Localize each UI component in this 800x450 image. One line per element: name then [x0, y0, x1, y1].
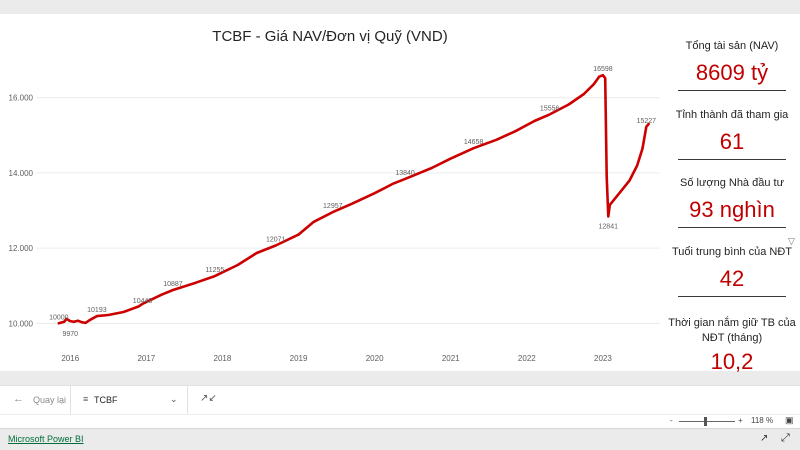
kpi-holding-time[interactable]: Thời gian nắm giữ TB của NĐT (tháng) 10,… — [668, 316, 796, 375]
kpi-label: Tuổi trung bình của NĐT — [671, 246, 793, 258]
back-label: Quay lại — [33, 395, 67, 405]
powerbi-link[interactable]: Microsoft Power BI — [8, 434, 84, 444]
zoom-in-button[interactable]: + — [738, 416, 743, 425]
fullscreen-icon[interactable]: ⤢ — [781, 432, 790, 444]
kpi-value: 93 nghìn — [689, 197, 775, 222]
left-arrow-icon: ← — [13, 393, 24, 405]
kpi-divider — [678, 90, 786, 91]
kpi-label: Thời gian nắm giữ TB của NĐT (tháng) — [668, 317, 796, 344]
kpi-label: Số lượng Nhà đầu tư — [680, 177, 784, 189]
nav-line-chart[interactable]: 10.000 12.000 14.000 16.000 2016 2017 2018 2019… — [0, 14, 665, 371]
data-label: 16598 — [593, 66, 613, 73]
footer-bar: Microsoft Power BI ↗ ⤢ — [0, 428, 800, 450]
data-label: 12071 — [266, 236, 286, 243]
share-icon[interactable]: ↗ — [760, 433, 769, 444]
back-button[interactable]: ← Quay lại — [0, 386, 71, 415]
kpi-panel: Tổng tài sản (NAV) 8609 tỷ Tỉnh thành đã… — [668, 28, 796, 385]
data-label: 10000 — [49, 314, 69, 321]
x-tick-label: 2016 — [61, 354, 79, 363]
kpi-provinces[interactable]: Tỉnh thành đã tham gia 61 — [668, 108, 796, 160]
data-label: 13840 — [395, 170, 415, 177]
collapse-arrows-icon[interactable]: ↗↙ — [200, 393, 217, 404]
data-label: 10887 — [163, 281, 183, 288]
nav-series-line — [57, 73, 650, 325]
page-name: TCBF — [94, 395, 118, 405]
kpi-value: 61 — [719, 129, 745, 154]
fit-to-page-icon[interactable]: ▣ — [785, 415, 794, 425]
zoom-bar: - + 118 % ▣ — [0, 414, 800, 428]
data-label: 12957 — [323, 203, 343, 210]
data-label: 15556 — [540, 105, 560, 112]
chevron-down-icon[interactable]: ⌄ — [170, 394, 178, 404]
x-tick-label: 2017 — [137, 354, 155, 363]
kpi-value: 42 — [719, 266, 745, 291]
report-canvas: TCBF - Giá NAV/Đơn vị Quỹ (VND) 10.000 12… — [0, 14, 800, 374]
data-label: 12841 — [599, 223, 619, 230]
kpi-average-age[interactable]: Tuổi trung bình của NĐT 42 — [668, 245, 796, 297]
kpi-divider — [678, 296, 786, 297]
x-tick-label: 2018 — [214, 354, 232, 363]
filter-icon[interactable]: ▽ — [788, 236, 795, 246]
data-label: 10448 — [133, 298, 153, 305]
kpi-divider — [678, 159, 786, 160]
kpi-total-assets[interactable]: Tổng tài sản (NAV) 8609 tỷ — [668, 39, 796, 91]
data-label: 11255 — [205, 267, 224, 274]
data-label: 9970 — [62, 331, 78, 338]
kpi-value: 8609 tỷ — [695, 60, 769, 85]
page-selector[interactable]: ≡ TCBF — [72, 386, 188, 415]
data-label: 14658 — [464, 139, 484, 146]
x-tick-label: 2022 — [518, 354, 536, 363]
y-tick-label: 14.000 — [9, 169, 34, 178]
y-tick-label: 16.000 — [9, 94, 34, 103]
chart-title: TCBF - Giá NAV/Đơn vị Quỹ (VND) — [212, 28, 448, 45]
y-tick-label: 12.000 — [9, 244, 34, 253]
data-label: 10193 — [87, 307, 107, 314]
x-tick-label: 2023 — [594, 354, 612, 363]
zoom-percent: 118 % — [751, 416, 774, 425]
zoom-out-button[interactable]: - — [670, 416, 673, 425]
kpi-divider — [678, 227, 786, 228]
x-tick-label: 2019 — [290, 354, 308, 363]
kpi-label: Tỉnh thành đã tham gia — [675, 109, 789, 121]
kpi-value: 10,2 — [710, 349, 754, 374]
page-list-icon: ≡ — [83, 394, 89, 404]
page-navigation-bar: ← Quay lại ≡ TCBF ⌄ ↗↙ — [0, 385, 800, 415]
data-label: 15227 — [637, 118, 657, 125]
x-tick-label: 2021 — [442, 354, 460, 363]
zoom-slider-thumb[interactable] — [704, 417, 708, 426]
y-tick-label: 10.000 — [9, 319, 34, 328]
kpi-label: Tổng tài sản (NAV) — [685, 40, 779, 52]
kpi-investors[interactable]: Số lượng Nhà đầu tư 93 nghìn — [668, 176, 796, 228]
x-tick-label: 2020 — [366, 354, 384, 363]
